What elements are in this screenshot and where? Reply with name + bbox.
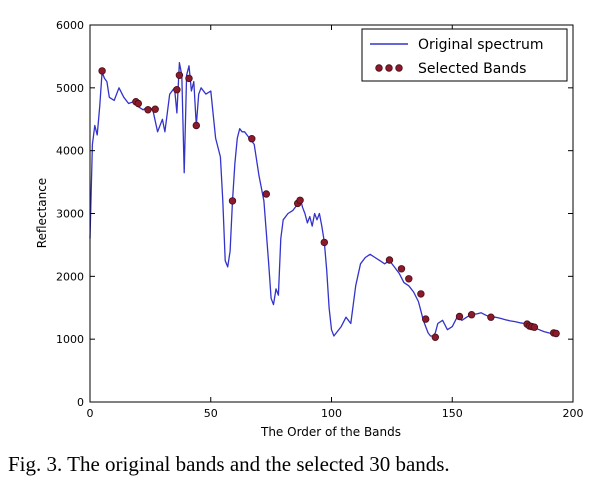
legend-marker-1 (375, 64, 383, 72)
selected-band-point (487, 313, 495, 321)
y-tick-label: 6000 (56, 19, 84, 32)
series-line-original-spectrum (89, 62, 559, 337)
selected-band-point (417, 290, 425, 298)
selected-band-point (296, 196, 304, 204)
selected-band-point (151, 105, 159, 113)
y-axis-label: Reflectance (35, 178, 49, 248)
legend-marker-2 (385, 64, 393, 72)
selected-band-point (173, 85, 181, 94)
selected-band-point (431, 333, 439, 341)
selected-band-point (385, 256, 394, 264)
selected-band-point (192, 121, 200, 130)
selected-band-point (405, 275, 413, 283)
selected-band-point (262, 190, 270, 198)
x-axis-label: The Order of the Bands (260, 425, 401, 439)
y-tick-label: 4000 (56, 145, 84, 158)
x-tick-label: 150 (442, 407, 463, 420)
plot-data-layer (89, 62, 560, 341)
selected-band-point (248, 134, 256, 143)
selected-band-point (320, 238, 328, 247)
legend-box (361, 28, 568, 82)
legend-label-original: Original spectrum (418, 37, 543, 53)
y-tick-label: 0 (77, 396, 84, 409)
selected-band-point (397, 265, 406, 273)
selected-band-point (467, 311, 476, 319)
plot-frame (89, 24, 574, 403)
selected-band-point (134, 99, 142, 108)
legend-label-selected: Selected Bands (418, 61, 526, 77)
y-tick-label: 1000 (56, 333, 84, 346)
x-tick-label: 100 (321, 407, 342, 420)
legend-marker-3 (395, 64, 403, 72)
y-tick-label: 3000 (56, 208, 84, 221)
selected-band-point (455, 312, 464, 321)
y-tick-label: 5000 (56, 82, 84, 95)
y-tick-label: 2000 (56, 270, 84, 283)
selected-band-point (228, 197, 237, 205)
figure-caption: Fig. 3. The original bands and the selec… (8, 452, 450, 476)
x-tick-label: 0 (87, 407, 94, 420)
legend: Original spectrum Selected Bands (361, 28, 568, 82)
selected-band-point (175, 71, 184, 79)
selected-band-point (98, 67, 106, 75)
x-tick-label: 50 (204, 407, 218, 420)
selected-band-point (422, 315, 430, 323)
selected-band-point (144, 106, 152, 114)
selected-band-point (185, 74, 193, 83)
x-tick-label: 200 (563, 407, 584, 420)
selected-band-point (552, 329, 560, 338)
selected-band-point (530, 323, 539, 331)
